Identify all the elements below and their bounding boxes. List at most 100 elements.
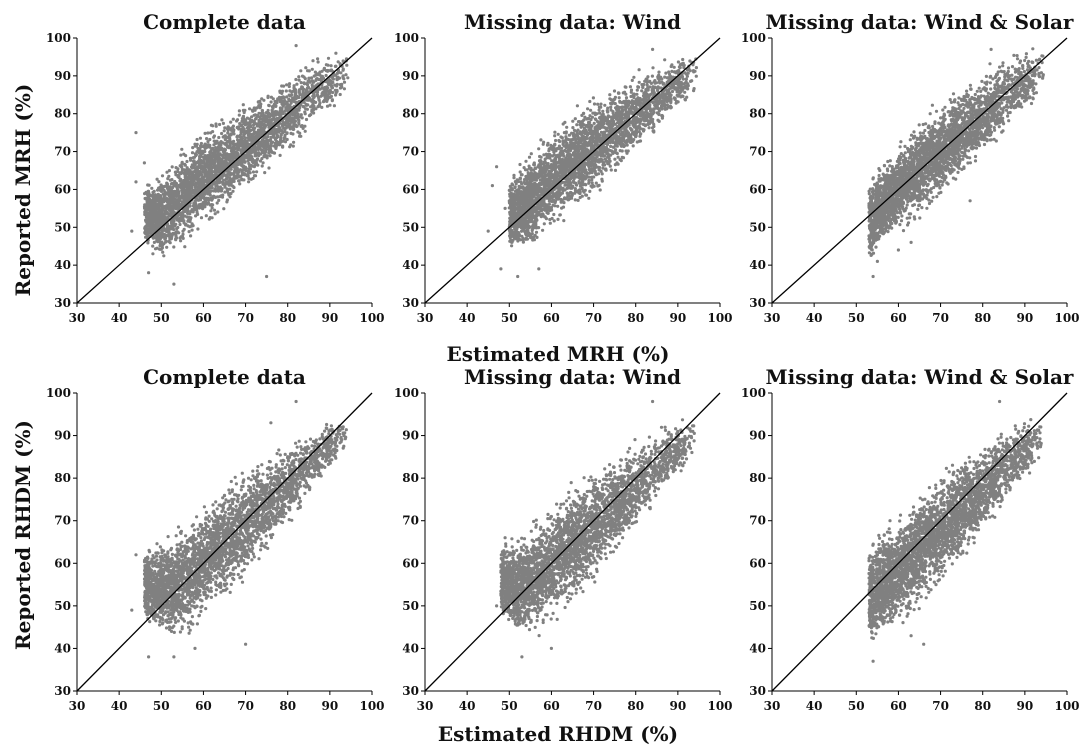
point (266, 95, 270, 100)
point (219, 189, 223, 193)
point (193, 175, 197, 179)
point (262, 98, 266, 102)
point (151, 190, 155, 194)
point (212, 208, 217, 212)
point (253, 154, 257, 158)
point (248, 107, 252, 111)
point (226, 131, 230, 135)
point (174, 166, 178, 170)
point (306, 69, 310, 73)
point (208, 189, 213, 193)
point (280, 84, 284, 88)
point (573, 198, 577, 202)
point (612, 89, 617, 93)
point (230, 150, 235, 154)
point (609, 168, 613, 172)
point (272, 151, 276, 155)
point (163, 236, 168, 240)
point (291, 127, 295, 131)
point (179, 195, 184, 200)
point (297, 78, 301, 82)
point (518, 162, 522, 167)
point (637, 68, 641, 72)
point (584, 183, 588, 187)
point (253, 174, 258, 178)
panel-title-1: Missing data: Wind (464, 10, 681, 34)
point (632, 75, 636, 79)
point (223, 142, 227, 146)
point (231, 146, 235, 150)
point (231, 117, 235, 121)
point (226, 145, 230, 149)
point (262, 154, 266, 158)
point (285, 124, 289, 128)
point (156, 194, 160, 198)
point (267, 103, 271, 107)
point (258, 106, 262, 110)
point (171, 223, 175, 227)
point (198, 158, 202, 162)
point (215, 201, 219, 205)
point (304, 90, 308, 94)
point (309, 105, 313, 109)
point (288, 98, 292, 103)
point (226, 155, 231, 159)
point (344, 73, 348, 77)
outlier-point (311, 59, 315, 63)
point (210, 206, 214, 210)
point (191, 188, 195, 192)
point (630, 78, 634, 82)
point (153, 226, 157, 230)
y-tick-label: 80 (54, 107, 71, 121)
point (166, 215, 170, 219)
point (194, 181, 198, 185)
point (213, 154, 217, 158)
point (280, 91, 284, 95)
point (232, 139, 236, 143)
point (285, 105, 289, 109)
point (273, 130, 277, 134)
point (186, 219, 190, 223)
point (165, 170, 169, 174)
point (264, 141, 268, 145)
outlier-point (151, 252, 155, 256)
point (328, 88, 332, 92)
point (198, 154, 202, 158)
point (329, 68, 334, 72)
point (645, 83, 649, 87)
point (209, 209, 213, 213)
point (342, 87, 346, 91)
point (158, 242, 163, 246)
point (205, 179, 209, 183)
point (187, 230, 191, 234)
point (194, 144, 199, 148)
point (587, 196, 591, 200)
point (226, 191, 230, 195)
point (329, 79, 333, 83)
point (280, 112, 284, 116)
point (172, 245, 176, 249)
point (669, 64, 673, 69)
point (188, 195, 192, 199)
point (260, 164, 264, 168)
point (325, 87, 329, 91)
point (158, 217, 162, 221)
point (240, 117, 244, 121)
point (256, 146, 260, 150)
point (334, 91, 338, 95)
point (339, 71, 343, 75)
point (573, 117, 577, 121)
point (145, 219, 149, 223)
point (159, 247, 163, 251)
point (217, 135, 221, 140)
point (167, 191, 171, 195)
point (195, 168, 199, 173)
point (204, 214, 208, 218)
point (219, 140, 224, 144)
point (637, 80, 641, 84)
point (328, 103, 332, 107)
point (295, 124, 299, 128)
point (207, 168, 211, 172)
point (191, 163, 195, 167)
